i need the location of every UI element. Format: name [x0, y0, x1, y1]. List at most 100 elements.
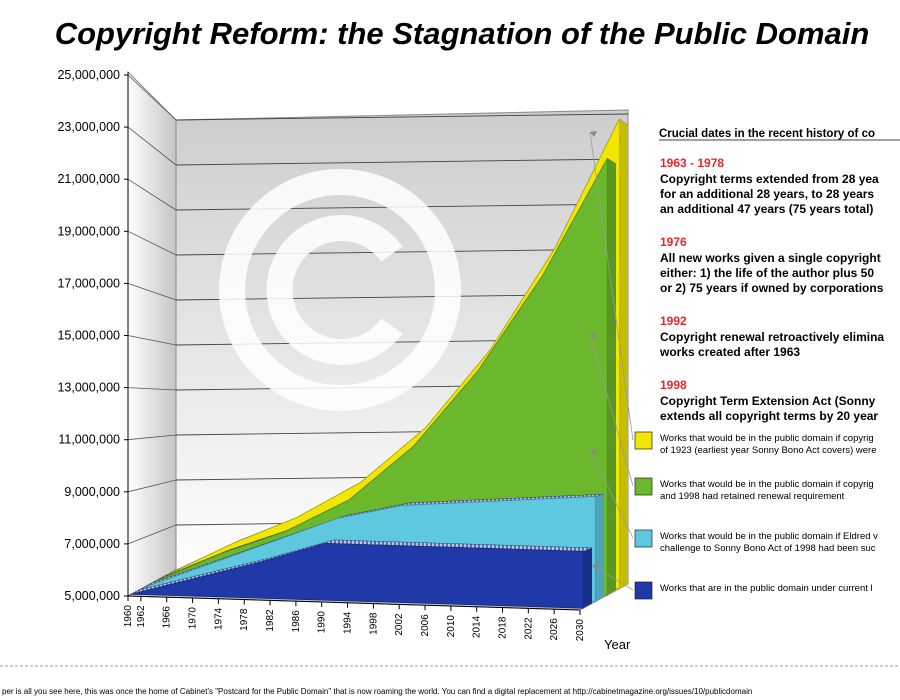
legend-item-2: Works that would be in the public domain…: [634, 477, 874, 502]
event-date: 1976: [660, 235, 687, 249]
x-tick-label: 2010: [446, 615, 457, 638]
footer-note: per is all you see here, this was once t…: [2, 687, 752, 696]
legend-item-1: Works that would be in the public domain…: [634, 431, 877, 456]
leader-arrow-icon: [590, 333, 597, 339]
chart-title: Copyright Reform: the Stagnation of the …: [55, 16, 870, 51]
y-tick-label: 23,000,000: [57, 120, 120, 134]
x-tick-label: 2014: [472, 615, 483, 638]
legend-swatch: [634, 431, 653, 450]
copyright-ring: [219, 169, 461, 411]
legend-swatch: [634, 529, 653, 548]
event-description: Copyright renewal retroactively elimina: [660, 330, 884, 344]
leader-line: [589, 333, 634, 487]
leader-arrow-icon: [592, 564, 599, 570]
y-tick-label: 11,000,000: [58, 433, 120, 447]
y-tick-label: 19,000,000: [57, 224, 120, 238]
y-gridline-side: [127, 126, 177, 166]
area-series-2: [155, 157, 617, 596]
chart-side-wall: [127, 70, 177, 597]
area-end-cap: [595, 494, 604, 602]
legend-label: Works that are in the public domain unde…: [660, 583, 873, 594]
event-date: 1963 - 1978: [660, 156, 724, 170]
area-end-cap: [619, 118, 628, 589]
x-tick-label: 1966: [162, 606, 173, 629]
legend-label: Works that would be in the public domain…: [660, 531, 878, 542]
x-axis-label: Year: [604, 637, 631, 652]
y-gridline-side: [127, 387, 177, 391]
event-description: Copyright terms extended from 28 yea: [660, 172, 879, 186]
y-tick-label: 7,000,000: [64, 537, 120, 551]
x-axis-line: [127, 595, 581, 611]
legend-label: and 1998 had retained renewal requiremen…: [660, 491, 845, 502]
legend-leader-lines: [589, 131, 634, 591]
panel-heading: Crucial dates in the recent history of c…: [659, 128, 875, 140]
legend: Works that would be in the public domain…: [634, 431, 878, 600]
y-gridline-side: [127, 178, 177, 211]
y-gridline-side: [127, 74, 177, 121]
y-gridline-side: [127, 283, 177, 301]
copyright-symbol-icon: [219, 169, 461, 411]
y-gridline-back: [175, 113, 629, 121]
y-gridline-side: [127, 230, 177, 256]
legend-item-4: Works that are in the public domain unde…: [634, 581, 873, 600]
event-description: for an additional 28 years, to 28 years: [660, 187, 874, 201]
event-description: extends all copyright terms by 20 year: [660, 409, 878, 423]
x-tick-label: 2030: [575, 619, 586, 642]
y-gridline-side: [127, 524, 177, 545]
x-axis: 1960 1962 1966 1970 1974 1978 1982 1986 1990 1994…: [123, 595, 586, 642]
event-description: Copyright Term Extension Act (Sonny: [660, 394, 876, 408]
area-series: [131, 118, 629, 609]
legend-label: Works that would be in the public domain…: [660, 479, 874, 490]
x-tick-label: 1974: [213, 607, 224, 630]
legend-label: Works that would be in the public domain…: [660, 433, 874, 444]
legend-swatch: [634, 477, 653, 496]
y-tick-label: 9,000,000: [64, 485, 120, 499]
y-tick-label: 13,000,000: [57, 381, 120, 395]
leader-line: [591, 564, 634, 591]
x-tick-label: 2022: [523, 617, 534, 640]
event-description: All new works given a single copyright: [660, 251, 881, 265]
area-end-cap: [583, 547, 592, 609]
y-gridline-side: [127, 479, 177, 493]
x-tick-label: 1994: [343, 611, 354, 634]
x-tick-label: 2018: [498, 616, 509, 639]
copyright-letter-c: [266, 215, 403, 365]
event-description: either: 1) the life of the author plus 5…: [660, 266, 874, 280]
event-description: or 2) 75 years if owned by corporations: [660, 281, 884, 295]
leader-arrow-icon: [590, 131, 597, 137]
area-series-4: [131, 539, 593, 609]
x-tick-label: 1982: [265, 609, 276, 632]
y-tick-label: 17,000,000: [57, 276, 120, 290]
event-date: 1998: [660, 378, 687, 392]
y-gridline-side: [127, 335, 177, 346]
leader-line: [589, 131, 634, 441]
x-tick-label: 1998: [368, 612, 379, 635]
x-tick-label: 2006: [420, 614, 431, 637]
y-axis: 5,000,000 7,000,000 9,000,000 11,000,000 13,…: [57, 68, 129, 603]
x-tick-label: 2002: [394, 613, 405, 636]
event-description: an additional 47 years (75 years total): [660, 202, 873, 216]
legend-swatch: [634, 581, 653, 600]
y-gridline-back: [175, 158, 629, 166]
x-tick-label: 1978: [239, 608, 250, 631]
leader-line: [589, 449, 634, 539]
legend-item-3: Works that would be in the public domain…: [634, 529, 878, 554]
leader-arrow-icon: [590, 449, 597, 455]
event-date: 1992: [660, 314, 687, 328]
y-gridline-side: [127, 434, 177, 441]
legend-label: challenge to Sonny Bono Act of 1998 had …: [660, 543, 876, 554]
x-tick-label: 1962: [136, 605, 147, 628]
area-end-cap: [607, 158, 616, 596]
y-tick-label: 25,000,000: [57, 68, 120, 82]
legend-label: of 1923 (earliest year Sonny Bono Act co…: [660, 445, 877, 456]
event-description: works created after 1963: [659, 345, 800, 359]
y-tick-label: 15,000,000: [57, 329, 120, 343]
x-tick-label: 1970: [188, 607, 199, 630]
x-tick-label: 1986: [291, 610, 302, 633]
x-tick-label: 1960: [123, 605, 134, 628]
x-tick-label: 2026: [549, 618, 560, 641]
x-tick-label: 1990: [317, 611, 328, 634]
crucial-dates-panel: Crucial dates in the recent history of c…: [659, 128, 900, 423]
y-tick-label: 21,000,000: [57, 172, 120, 186]
